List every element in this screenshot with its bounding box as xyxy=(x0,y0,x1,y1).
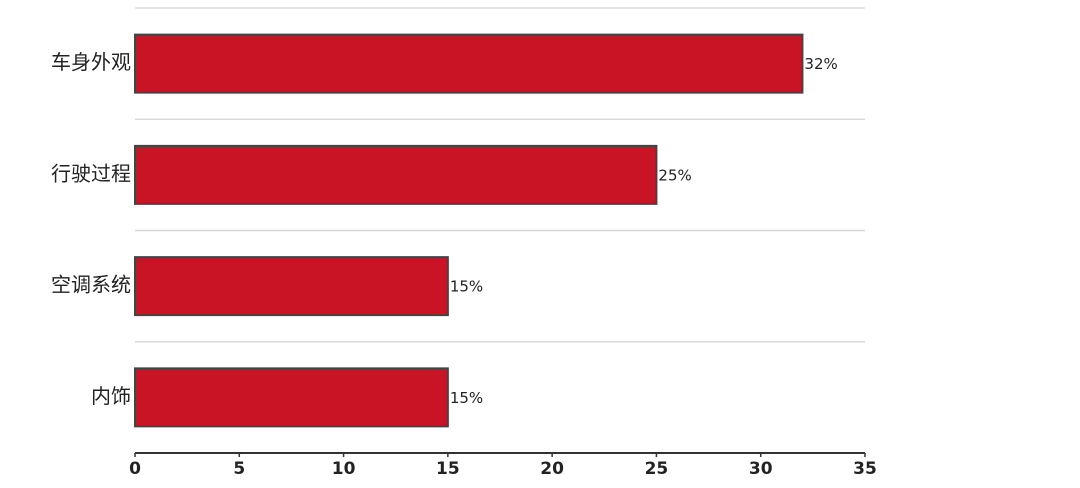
x-tick-label: 30 xyxy=(749,459,773,479)
value-label: 25% xyxy=(658,166,691,184)
y-tick-label: 行驶过程 xyxy=(51,161,131,185)
x-tick-label: 5 xyxy=(233,459,245,479)
bar xyxy=(134,256,449,317)
y-tick-label: 空调系统 xyxy=(51,273,131,297)
bar xyxy=(134,33,804,94)
x-tick-label: 15 xyxy=(436,459,460,479)
bar xyxy=(134,367,449,428)
x-tick-label: 10 xyxy=(332,459,356,479)
x-tick-label: 25 xyxy=(645,459,669,479)
x-tick-label: 35 xyxy=(853,459,877,479)
y-tick-label: 内饰 xyxy=(91,384,131,408)
value-label: 32% xyxy=(804,55,837,73)
x-tick-label: 20 xyxy=(540,459,564,479)
value-label: 15% xyxy=(450,278,483,296)
y-tick-label: 车身外观 xyxy=(51,50,131,74)
bar xyxy=(134,144,658,205)
value-label: 15% xyxy=(450,389,483,407)
x-tick-label: 0 xyxy=(129,459,141,479)
